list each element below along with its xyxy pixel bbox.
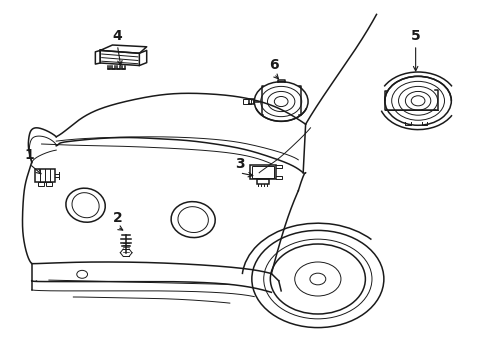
Text: 6: 6 xyxy=(268,58,278,72)
Bar xyxy=(46,182,52,186)
Bar xyxy=(257,179,268,184)
Text: 4: 4 xyxy=(112,29,122,43)
Text: 2: 2 xyxy=(112,211,122,225)
Bar xyxy=(252,166,273,178)
Bar xyxy=(242,99,251,104)
Text: 5: 5 xyxy=(410,29,420,43)
Text: 3: 3 xyxy=(234,157,244,171)
Text: 1: 1 xyxy=(24,148,34,162)
Bar xyxy=(35,169,55,182)
Bar xyxy=(250,165,275,179)
Bar xyxy=(38,182,43,186)
